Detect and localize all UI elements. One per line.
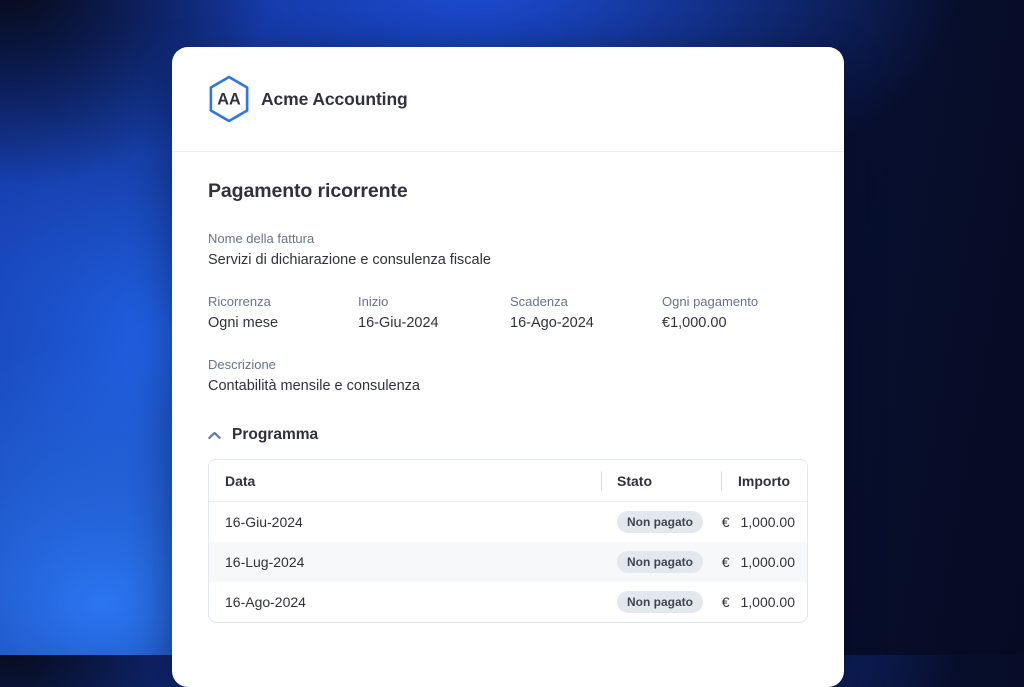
- field-start-date-label: Inizio: [358, 294, 389, 309]
- currency-symbol: €: [721, 554, 730, 570]
- field-recurrence-value: Ogni mese: [208, 315, 279, 331]
- invoice-name-field: Nome della fattura Servizi di dichiarazi…: [208, 231, 808, 268]
- schedule-row: 16-Ago-2024 Non pagato € 1,000.00: [209, 582, 807, 622]
- schedule-row-status: Non pagato: [601, 551, 721, 573]
- status-badge: Non pagato: [617, 511, 703, 533]
- brand-name: Acme Accounting: [261, 88, 408, 109]
- invoice-meta-row: Ricorrenza Ogni mese Inizio 16-Giu-2024 …: [208, 294, 808, 331]
- field-recurrence: Ricorrenza Ogni mese: [208, 294, 358, 331]
- invoice-body: Pagamento ricorrente Nome della fattura …: [172, 152, 844, 651]
- field-payment-amount: Ogni pagamento €1,000.00: [662, 294, 808, 331]
- status-badge: Non pagato: [617, 591, 703, 613]
- currency-symbol: €: [721, 514, 730, 530]
- field-due-date-value: 16-Ago-2024: [510, 315, 594, 331]
- column-header-status: Stato: [601, 473, 721, 489]
- chevron-up-icon: [208, 431, 221, 439]
- currency-symbol: €: [721, 594, 730, 610]
- schedule-table: Data Stato Importo 16-Giu-2024 Non pagat…: [208, 459, 808, 623]
- brand: AA Acme Accounting: [208, 75, 408, 123]
- brand-logo-initials: AA: [217, 91, 241, 109]
- field-payment-amount-value: €1,000.00: [662, 315, 727, 331]
- schedule-row-date: 16-Giu-2024: [225, 514, 303, 530]
- amount-value: 1,000.00: [740, 514, 796, 530]
- field-payment-amount-label: Ogni pagamento: [662, 294, 759, 309]
- schedule-table-header: Data Stato Importo: [209, 460, 807, 502]
- schedule-row-status: Non pagato: [601, 591, 721, 613]
- schedule-row-amount: € 1,000.00: [721, 554, 807, 570]
- column-header-amount: Importo: [721, 473, 807, 489]
- column-header-date: Data: [225, 472, 256, 489]
- schedule-row-status: Non pagato: [601, 511, 721, 533]
- field-due-date-label: Scadenza: [510, 294, 568, 309]
- field-due-date: Scadenza 16-Ago-2024: [510, 294, 662, 331]
- field-recurrence-label: Ricorrenza: [208, 294, 271, 309]
- schedule-collapse-toggle[interactable]: Programma: [208, 426, 808, 444]
- invoice-name-value: Servizi di dichiarazione e consulenza fi…: [208, 252, 491, 268]
- card-header: AA Acme Accounting: [172, 47, 844, 152]
- schedule-row: 16-Giu-2024 Non pagato € 1,000.00: [209, 502, 807, 542]
- schedule-row-amount: € 1,000.00: [721, 594, 807, 610]
- schedule-row: 16-Lug-2024 Non pagato € 1,000.00: [209, 542, 807, 582]
- description-field: Descrizione Contabilità mensile e consul…: [208, 357, 808, 394]
- schedule-row-date: 16-Ago-2024: [225, 594, 306, 610]
- schedule-title: Programma: [232, 426, 319, 443]
- brand-logo-hexagon-icon: AA: [209, 75, 249, 123]
- invoice-card: AA Acme Accounting Pagamento ricorrente …: [172, 47, 844, 687]
- schedule-row-amount: € 1,000.00: [721, 514, 807, 530]
- invoice-name-label: Nome della fattura: [208, 231, 315, 246]
- field-start-date: Inizio 16-Giu-2024: [358, 294, 510, 331]
- amount-value: 1,000.00: [740, 554, 796, 570]
- description-value: Contabilità mensile e consulenza: [208, 378, 420, 394]
- amount-value: 1,000.00: [740, 594, 796, 610]
- field-start-date-value: 16-Giu-2024: [358, 315, 439, 331]
- page-title: Pagamento ricorrente: [208, 180, 408, 202]
- status-badge: Non pagato: [617, 551, 703, 573]
- description-label: Descrizione: [208, 357, 276, 372]
- schedule-row-date: 16-Lug-2024: [225, 554, 305, 570]
